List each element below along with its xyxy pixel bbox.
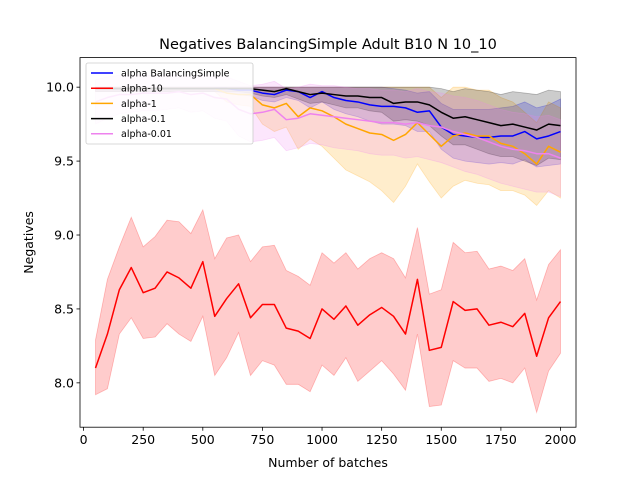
y-tick-label: 10.0 — [46, 80, 74, 95]
series-line-alpha-10 — [94, 260, 562, 369]
band-alpha-10 — [95, 208, 561, 414]
y-axis-label: Negatives — [21, 211, 36, 274]
x-tick-label: 1750 — [485, 432, 517, 447]
legend-box — [85, 62, 254, 145]
x-tick-label: 0 — [80, 432, 88, 447]
legend-label-alpha-10: alpha-10 — [121, 84, 163, 95]
legend-label-alpha-balancingsimple: alpha BalancingSimple — [121, 68, 230, 79]
y-tick-label: 8.0 — [54, 375, 74, 390]
y-axis-ticks: 8.0 8.5 9.0 9.5 10.0 — [46, 80, 80, 390]
y-tick-label: 9.0 — [54, 228, 74, 243]
x-axis-ticks: 0 250 500 750 1000 1250 1500 1750 2000 — [80, 427, 577, 447]
legend-label-alpha-1: alpha-1 — [121, 99, 157, 110]
x-tick-label: 1250 — [366, 432, 398, 447]
x-tick-label: 500 — [191, 432, 215, 447]
x-tick-label: 250 — [131, 432, 155, 447]
y-tick-label: 9.5 — [54, 154, 74, 169]
legend-label-alpha-0-1: alpha-0.1 — [121, 114, 166, 125]
y-tick-label: 8.5 — [54, 301, 74, 316]
x-tick-label: 750 — [250, 432, 274, 447]
x-tick-label: 1500 — [425, 432, 457, 447]
chart-title: Negatives BalancingSimple Adult B10 N 10… — [159, 37, 497, 53]
plot-frame — [79, 57, 577, 428]
x-tick-label: 2000 — [545, 432, 577, 447]
x-tick-label: 1000 — [306, 432, 338, 447]
legend: alpha BalancingSimple alpha-10 alpha-1 alph… — [85, 62, 254, 145]
x-axis-label: Number of batches — [268, 455, 388, 470]
legend-label-alpha-0-01: alpha-0.01 — [121, 129, 172, 140]
